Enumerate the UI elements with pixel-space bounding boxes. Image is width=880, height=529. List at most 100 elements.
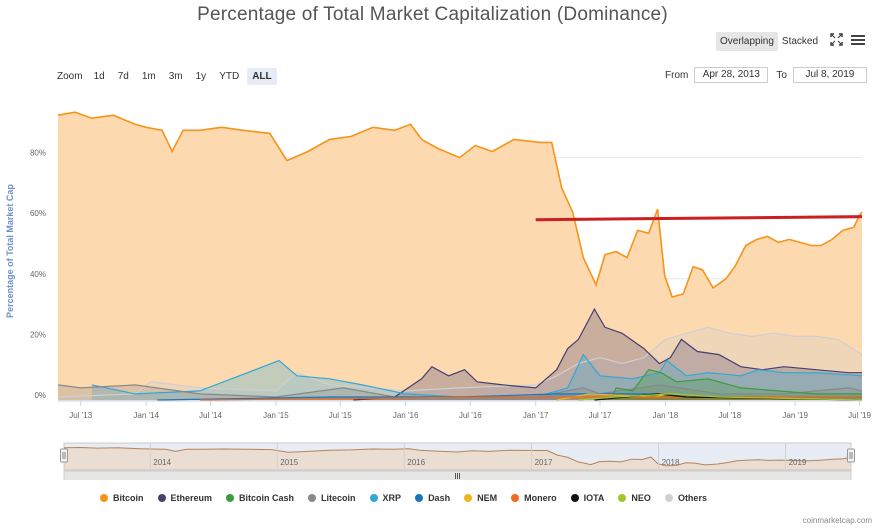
chart-title: Percentage of Total Market Capitalizatio… [197,4,668,25]
legend: Bitcoin Ethereum Bitcoin Cash Litecoin XRP Da… [100,493,721,503]
series-lines [57,111,863,401]
others-area [58,327,862,400]
legend-label: Bitcoin [113,493,144,503]
legend-item-monero[interactable]: Monero [511,493,557,503]
navigator-year-label: 2016 [407,458,425,467]
legend-item-others[interactable]: Others [664,493,707,503]
navigator-left-handle[interactable] [60,448,68,463]
bitcoin-cash-line [610,369,862,401]
legend-label: IOTA [583,493,605,503]
legend-marker [100,494,108,502]
xrp-line [91,353,863,398]
x-axis: Jul '13 Jan '14 Jul '14 Jan '15 Jul '15 Jan '… [58,400,872,420]
navigator-area [64,447,851,470]
legend-label: Others [677,493,707,503]
x-tick-label: Jan '16 [393,411,419,420]
navigator-line [63,446,852,467]
x-tick-label: Jan '14 [133,411,159,420]
trendline [535,215,863,222]
legend-item-ethereum[interactable]: Ethereum [157,493,213,503]
y-tick-label: 80% [30,149,46,158]
zoom-label: Zoom [57,71,83,82]
from-date-input[interactable]: Apr 28, 2013 [694,67,769,83]
y-tick-label: 60% [30,209,46,218]
litecoin-area [58,384,862,400]
x-tick-label: Jul '18 [718,411,741,420]
legend-label: XRP [382,493,402,503]
dominance-chart: 0% 20% 40% 60% 80% Jul '13 Jan '14 Jul '14 Jan … [30,111,872,480]
legend-marker [664,494,673,502]
bitcoin-cash-area [611,369,862,400]
navigator-year-label: 2019 [789,458,807,467]
fullscreen-icon[interactable] [830,32,843,51]
others-line [57,326,863,398]
navigator-year-label: 2014 [153,458,171,467]
legend-item-litecoin[interactable]: Litecoin [308,493,356,503]
legend-item-xrp[interactable]: XRP [369,493,402,503]
ethereum-area [353,309,862,400]
zoom-1m-button[interactable]: 1m [141,71,156,82]
from-label: From [665,69,689,81]
legend-item-iota[interactable]: IOTA [570,493,605,503]
legend-label: Ethereum [170,493,213,503]
y-tick-label: 40% [30,270,46,279]
legend-item-bitcoin-cash[interactable]: Bitcoin Cash [226,493,294,503]
zoom-ytd-button[interactable]: YTD [219,71,240,82]
navigator-year-label: 2015 [280,458,298,467]
legend-item-neo[interactable]: NEO [618,493,651,503]
legend-item-nem[interactable]: NEM [464,493,497,503]
legend-marker [511,494,520,502]
legend-marker [570,494,579,502]
legend-label: NEM [477,493,498,503]
to-date-input[interactable]: Jul 8, 2019 [792,67,867,83]
navigator[interactable]: 2014 2015 2016 2017 2018 2019 [60,442,855,480]
legend-marker [308,494,317,502]
legend-marker [464,494,473,502]
monero-line [199,396,862,401]
legend-marker [618,494,627,502]
legend-label: Monero [524,493,557,503]
zoom-3m-button[interactable]: 3m [168,71,183,82]
legend-label: Dash [428,493,451,503]
legend-marker [226,494,235,502]
credit: coinmarketcap.com [802,516,872,525]
x-tick-label: Jan '19 [782,411,808,420]
x-tick-label: Jul '16 [459,411,482,420]
x-tick-label: Jul '15 [329,411,352,420]
xrp-area [91,354,863,400]
zoom-1d-button[interactable]: 1d [93,71,105,82]
date-range: From Apr 28, 2013 To Jul 8, 2019 [665,67,875,83]
overlapping-button[interactable]: Overlapping [716,32,778,51]
navigator-track [63,442,852,471]
y-tick-label: 20% [30,330,46,339]
x-tick-label: Jul '13 [69,411,92,420]
x-tick-label: Jan '18 [653,411,679,420]
legend-label: NEO [631,493,651,503]
legend-item-bitcoin[interactable]: Bitcoin [100,493,144,503]
bitcoin-area [58,112,862,400]
menu-icon[interactable] [851,33,866,51]
y-tick-label: 0% [34,391,46,400]
x-tick-label: Jul '17 [589,411,612,420]
x-tick-label: Jul '14 [199,411,222,420]
legend-marker [369,494,378,502]
navigator-right-handle[interactable] [847,448,855,463]
zoom-all-button[interactable]: ALL [247,68,277,85]
legend-label: Litecoin [321,493,356,503]
stacked-button[interactable]: Stacked [781,36,819,47]
bitcoin-line [57,111,863,298]
zoom-selector: Zoom 1d 7d 1m 3m 1y YTD ALL [57,68,280,85]
y-axis: 0% 20% 40% 60% 80% [30,149,46,400]
legend-item-dash[interactable]: Dash [415,493,450,503]
zoom-1y-button[interactable]: 1y [195,71,207,82]
to-label: To [776,69,787,81]
x-tick-label: Jan '15 [263,411,289,420]
x-tick-label: Jan '17 [523,411,549,420]
legend-marker [157,494,166,502]
ethereum-line [353,307,862,401]
chart-toolbar: Overlapping Stacked [716,32,866,51]
neo-line [578,393,863,401]
series-areas [58,112,863,400]
zoom-7d-button[interactable]: 7d [117,71,129,82]
legend-marker [415,494,424,502]
